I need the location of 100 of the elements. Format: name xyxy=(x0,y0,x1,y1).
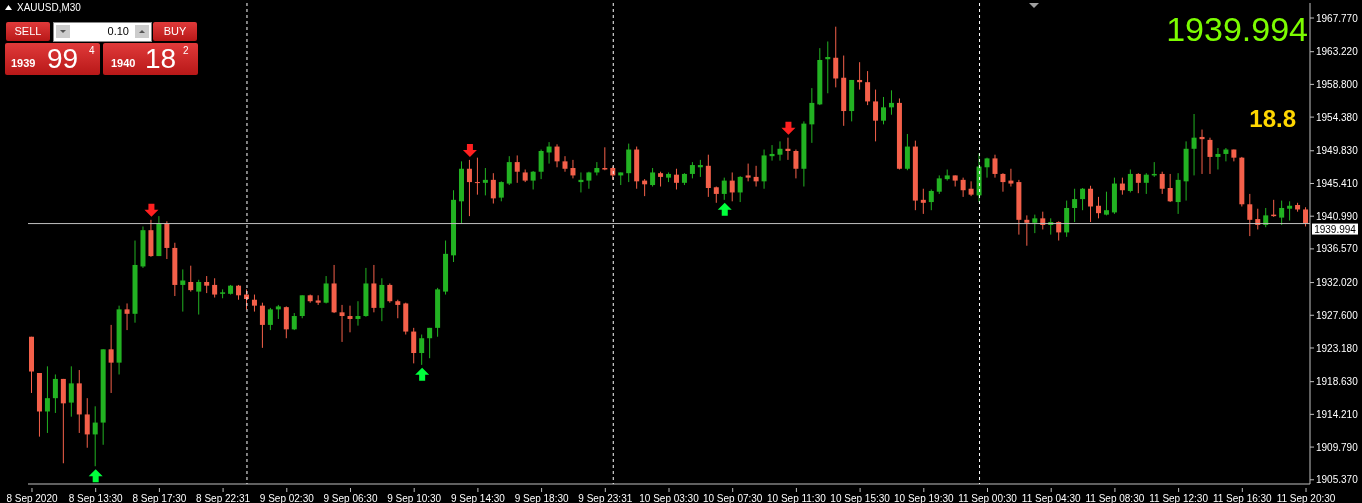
candlestick xyxy=(1215,147,1221,170)
candlestick xyxy=(474,157,480,196)
candlestick xyxy=(92,405,98,467)
y-tick-label: 1940.990 xyxy=(1316,210,1359,222)
candlestick xyxy=(1247,193,1253,237)
candlestick xyxy=(729,171,735,202)
y-tick-label: 1949.830 xyxy=(1316,145,1359,157)
candlestick xyxy=(578,171,584,193)
candlestick xyxy=(1096,196,1102,219)
candlestick xyxy=(960,177,966,198)
candlestick xyxy=(1032,214,1038,234)
candlestick xyxy=(299,294,305,319)
candlestick xyxy=(355,300,361,327)
y-tick-label: 1927.600 xyxy=(1316,309,1359,321)
candlestick xyxy=(825,40,831,94)
candlestick xyxy=(1008,168,1014,188)
candlestick xyxy=(562,155,568,173)
candlestick xyxy=(1072,188,1078,223)
annotation: 99 xyxy=(47,43,79,75)
y-tick-label: 1958.800 xyxy=(1316,78,1359,90)
y-tick-label: 1914.210 xyxy=(1316,408,1359,420)
buy-price-panel: 1940 18 2 xyxy=(103,43,198,75)
candlestick xyxy=(490,172,496,205)
candlestick xyxy=(865,70,871,106)
candlestick xyxy=(1135,172,1141,194)
candlestick xyxy=(1287,200,1293,222)
candlestick xyxy=(785,137,791,161)
candlestick xyxy=(968,180,974,197)
candlestick xyxy=(124,302,130,331)
buy-button: BUY xyxy=(153,22,197,41)
candlestick xyxy=(857,61,863,91)
annotation: 1940 xyxy=(111,57,136,69)
y-tick-label: 1945.410 xyxy=(1316,178,1359,190)
candlestick xyxy=(498,180,504,202)
candlestick xyxy=(753,165,759,188)
candlestick xyxy=(570,159,576,179)
annotation: 18 xyxy=(145,43,177,75)
candlestick xyxy=(745,163,751,182)
lot-field: 0.10 xyxy=(53,22,152,42)
chart-title: XAUUSD,M30 xyxy=(17,2,81,13)
annotation: 0.10 xyxy=(107,25,129,37)
candlestick xyxy=(347,305,353,333)
candlestick xyxy=(1191,113,1197,176)
candlestick xyxy=(180,268,186,313)
candlestick xyxy=(554,143,560,168)
annotation: 1939 xyxy=(11,57,36,69)
candlestick xyxy=(1199,129,1205,175)
candlestick xyxy=(259,302,265,349)
candlestick xyxy=(833,26,839,88)
candlestick xyxy=(594,161,600,176)
candlestick xyxy=(1127,169,1133,193)
candlestick xyxy=(881,96,887,125)
y-tick-label: 1909.790 xyxy=(1316,441,1359,453)
candlestick xyxy=(705,154,711,198)
candlestick xyxy=(1223,147,1229,162)
candlestick xyxy=(1024,214,1030,247)
candlestick xyxy=(936,174,942,195)
candlestick xyxy=(769,144,775,162)
y-tick-label: 1954.380 xyxy=(1316,111,1359,123)
sell-price-panel: 1939 99 4 xyxy=(5,43,100,75)
candlestick xyxy=(920,188,926,215)
candlestick xyxy=(1080,187,1086,211)
candlestick xyxy=(1207,137,1213,175)
candlestick xyxy=(721,177,727,201)
sell-button: SELL xyxy=(6,22,50,41)
candlestick xyxy=(387,282,393,304)
candlestick xyxy=(873,89,879,142)
candlestick xyxy=(466,159,472,217)
candlestick xyxy=(1263,207,1269,228)
candlestick xyxy=(52,373,58,414)
candlestick xyxy=(904,133,910,171)
candlestick xyxy=(586,171,592,190)
candlestick xyxy=(44,365,50,434)
candlestick xyxy=(283,305,289,339)
y-tick-label: 1918.630 xyxy=(1316,376,1359,388)
candlestick xyxy=(928,188,934,211)
candlestick xyxy=(267,307,273,331)
candlestick xyxy=(323,275,329,304)
candlestick xyxy=(1000,172,1006,193)
annotation: 1939.994 xyxy=(1166,10,1308,48)
candlestick xyxy=(427,327,433,359)
candlestick xyxy=(530,170,536,190)
candlestick xyxy=(212,277,218,299)
candlestick xyxy=(888,89,894,116)
y-tick-label: 1932.020 xyxy=(1316,277,1359,289)
candlestick xyxy=(68,365,74,418)
y-tick-label: 1905.370 xyxy=(1316,474,1359,486)
annotation: 4 xyxy=(89,45,95,56)
candlestick xyxy=(514,154,520,184)
candlestick xyxy=(809,87,815,144)
candlestick xyxy=(108,324,114,394)
candlestick xyxy=(506,155,512,186)
candlestick xyxy=(777,140,783,162)
candlestick xyxy=(992,154,998,179)
candlestick xyxy=(379,277,385,322)
candlestick xyxy=(411,327,417,364)
y-tick-label: 1936.570 xyxy=(1316,243,1359,255)
candlestick xyxy=(1279,200,1285,226)
y-tick-label: 1923.180 xyxy=(1316,342,1359,354)
candlestick xyxy=(1088,185,1094,223)
